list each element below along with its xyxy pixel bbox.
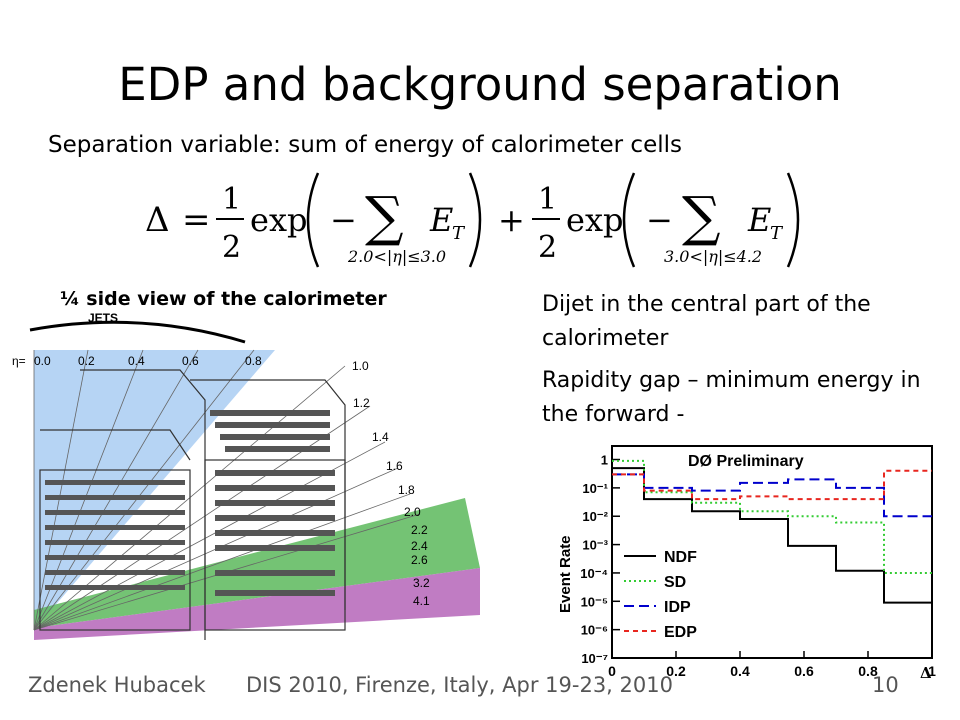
eta-label-2.0: 2.0 <box>404 505 421 519</box>
formula-half-den-2: 2 <box>538 230 557 265</box>
calorimeter-side-view: JETS η= 0.0 <box>12 311 480 640</box>
eta-label-0.2: 0.2 <box>78 354 95 368</box>
y-tick-label: 10⁻⁵ <box>581 594 608 609</box>
formula-range-2: 3.0<|η|≤4.2 <box>664 247 762 266</box>
eta-label-2.2: 2.2 <box>411 523 428 537</box>
eta-label-0.8: 0.8 <box>245 354 262 368</box>
formula-lhs: Δ <box>145 200 170 240</box>
bullet-rapidity-gap: Rapidity gap – minimum energy in the for… <box>542 368 921 427</box>
formula-half-num-2: 1 <box>538 182 557 217</box>
y-tick-label: 10⁻⁶ <box>581 623 608 638</box>
svg-text:T: T <box>452 223 466 244</box>
footer-author: Zdenek Hubacek <box>28 673 206 697</box>
y-tick-label: 10⁻⁷ <box>581 651 608 666</box>
svg-text:−: − <box>330 201 357 239</box>
y-tick-label: 10⁻¹ <box>582 481 608 496</box>
footer-page-number: 10 <box>872 673 899 697</box>
svg-text:∑: ∑ <box>682 185 721 248</box>
chart-frame <box>611 445 933 659</box>
series-line-ndf <box>612 467 932 604</box>
y-tick-label: 10⁻³ <box>582 538 608 553</box>
y-tick-label: 10⁻² <box>582 509 608 524</box>
bullet-dijet: Dijet in the central part of the calorim… <box>542 292 871 351</box>
chart-xlabel: Δ <box>920 664 932 682</box>
legend-label-edp: EDP <box>664 624 697 641</box>
event-rate-chart: DØ Preliminary Event Rate Δ 0 0.2 0.4 0.6 0.… <box>557 445 936 682</box>
eta-label-1.6: 1.6 <box>386 459 403 473</box>
slide-title: EDP and background separation <box>118 58 842 111</box>
eta-label-0.0: 0.0 <box>34 354 51 368</box>
eta-label-0.4: 0.4 <box>128 354 145 368</box>
legend-label-ndf: NDF <box>664 549 697 566</box>
chart-ylabel: Event Rate <box>557 535 574 613</box>
formula-exp-2: exp <box>566 201 623 239</box>
svg-text:=: = <box>182 200 211 240</box>
svg-text:−: − <box>646 201 673 239</box>
x-tick-label: 0 <box>608 663 616 679</box>
formula-range-1: 2.0<|η|≤3.0 <box>347 247 446 266</box>
eta-label-1.8: 1.8 <box>398 483 415 497</box>
jets-label: JETS <box>88 311 118 325</box>
eta-label-1.2: 1.2 <box>353 396 370 410</box>
eta-prefix-label: η= <box>12 354 26 368</box>
legend-label-idp: IDP <box>664 599 691 616</box>
subtitle: Separation variable: sum of energy of ca… <box>48 132 682 158</box>
chart-title: DØ Preliminary <box>688 453 804 470</box>
series-line-sd <box>612 459 932 574</box>
eta-label-0.6: 0.6 <box>182 354 199 368</box>
formula-exp-1: exp <box>250 201 307 239</box>
formula-half-den-1: 2 <box>222 230 241 265</box>
eta-label-3.2: 3.2 <box>413 576 430 590</box>
x-tick-label: 0.2 <box>666 663 686 679</box>
sideview-label: ¼ side view of the calorimeter <box>60 288 387 310</box>
formula-et-2: E <box>747 201 771 239</box>
eta-label-2.4: 2.4 <box>411 539 428 553</box>
series-line-edp <box>612 469 932 501</box>
forward-band-purple <box>34 568 480 640</box>
eta-label-1.0: 1.0 <box>352 359 369 373</box>
delta-formula: Δ = 1 2 exp − ∑ 2.0<|η|≤3.0 E T + 1 2 ex… <box>145 172 800 268</box>
y-tick-label: 10⁻⁴ <box>580 566 608 581</box>
x-tick-label: 1 <box>928 663 936 679</box>
svg-text:T: T <box>770 223 784 244</box>
footer-conference: DIS 2010, Firenze, Italy, Apr 19-23, 201… <box>246 673 673 697</box>
eta-label-1.4: 1.4 <box>372 430 389 444</box>
series-line-idp <box>612 473 932 518</box>
x-tick-label: 0.4 <box>730 663 750 679</box>
x-tick-label: 0.8 <box>858 663 878 679</box>
legend-label-sd: SD <box>664 574 686 591</box>
svg-text:∑: ∑ <box>365 185 404 248</box>
eta-label-2.6: 2.6 <box>411 553 428 567</box>
x-tick-label: 0.6 <box>794 663 814 679</box>
formula-et-1: E <box>429 201 453 239</box>
y-tick-label: 1 <box>601 453 608 468</box>
formula-half-num-1: 1 <box>222 182 241 217</box>
eta-label-4.1: 4.1 <box>413 594 430 608</box>
svg-text:+: + <box>498 201 525 239</box>
jets-arc <box>29 320 246 344</box>
